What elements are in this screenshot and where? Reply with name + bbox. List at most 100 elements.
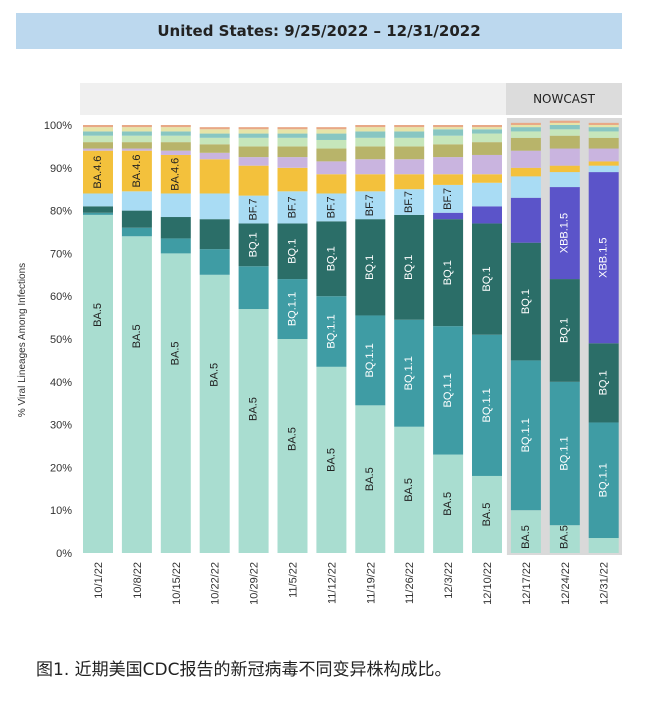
bar-segment — [160, 131, 191, 136]
bar-segment — [433, 127, 464, 130]
bar-label: BA.5 — [559, 525, 571, 549]
bar-segment — [277, 157, 308, 168]
stacked-bar-chart: 0%10%20%30%40%50%60%70%80%90%100% BA.5BA… — [17, 118, 622, 605]
bar-label: XBB.1.5 — [598, 238, 610, 278]
bar-label: BQ.1 — [481, 267, 493, 292]
bar-label: BQ.1.1 — [520, 418, 532, 452]
bar-segment — [199, 137, 230, 145]
bar-segment — [588, 172, 619, 344]
x-tick-label: 12/3/22 — [443, 562, 455, 599]
bar-segment — [588, 122, 619, 125]
bar-label: BF.7 — [286, 196, 298, 218]
bar-segment — [160, 142, 191, 151]
x-tick-label: 10/22/22 — [210, 562, 222, 605]
bar-segment — [472, 174, 502, 183]
y-tick-label: 10% — [50, 505, 72, 517]
y-tick-label: 30% — [50, 420, 72, 432]
bar-segment — [121, 236, 152, 553]
bar-segment — [83, 148, 113, 151]
bar-label: BQ.1.1 — [559, 436, 571, 470]
bar-segment — [588, 343, 619, 423]
bar-segment — [199, 219, 230, 250]
bar-segment — [355, 159, 386, 175]
bar-labels: BA.5 BA.4.6 BA.5 BA.4.6 BA.5 BA.4.6 BA.5 BA.5 BQ… — [92, 154, 610, 548]
bar-segment — [277, 133, 308, 138]
bar-segment — [199, 274, 230, 553]
bar-segment — [316, 296, 347, 367]
bar-label: BQ.1.1 — [286, 292, 298, 326]
bar-segment — [199, 127, 230, 130]
bar-label: BA.5 — [209, 363, 221, 387]
bar-label: BA.5 — [403, 478, 415, 502]
bar-segment — [83, 214, 113, 553]
y-tick-label: 90% — [50, 163, 72, 175]
x-tick-label: 11/12/22 — [326, 562, 338, 604]
bar-segment — [510, 167, 541, 177]
bar-segment — [160, 238, 191, 254]
bar-label: BA.4.6 — [131, 154, 143, 187]
bar-segment — [121, 135, 152, 143]
bar-segment — [394, 214, 425, 320]
bar-segment — [549, 279, 580, 382]
x-tick-label: 12/31/22 — [599, 562, 611, 605]
bar-segment — [588, 148, 619, 162]
bar-segment — [510, 150, 541, 168]
bar-segment — [316, 193, 347, 222]
bar-label: BF.7 — [364, 194, 376, 216]
bar-label: BA.5 — [481, 503, 493, 527]
bar-segment — [199, 193, 230, 220]
chart-title: United States: 9/25/2022 – 12/31/2022 — [16, 13, 622, 49]
x-tick-label: 10/29/22 — [249, 562, 261, 605]
bar-segment — [355, 131, 386, 138]
bar-segment — [549, 148, 580, 166]
x-axis-ticks: 10/1/22 10/8/22 10/15/22 10/22/22 10/29/22 11… — [93, 562, 611, 605]
x-tick-label: 12/24/22 — [560, 562, 572, 605]
bar-segment — [510, 360, 541, 511]
bar-segment — [316, 148, 347, 162]
bar-segment — [277, 127, 308, 130]
y-tick-label: 0% — [56, 548, 72, 560]
bar-segment — [549, 125, 580, 130]
bar-label: BQ.1 — [248, 232, 260, 257]
bar-segment — [472, 223, 502, 335]
bar-segment — [355, 146, 386, 160]
bar-segment — [160, 127, 191, 132]
bar-segment — [433, 129, 464, 136]
bar-segment — [83, 131, 113, 136]
bar-label: BQ.1.1 — [442, 373, 454, 407]
bar-segment — [355, 125, 386, 128]
bar-segment — [433, 326, 464, 455]
bar-segment — [355, 127, 386, 132]
bar-segment — [277, 223, 308, 280]
bar-segment — [238, 309, 269, 553]
bar-segment — [588, 165, 619, 173]
bar-segment — [83, 142, 113, 149]
y-tick-label: 50% — [50, 334, 72, 346]
bar-segment — [549, 165, 580, 173]
bar-segment — [121, 127, 152, 132]
bar-segment — [199, 159, 230, 194]
bar-segment — [199, 129, 230, 134]
bar-label: BQ.1 — [559, 318, 571, 343]
bar-segment — [238, 266, 269, 310]
bar-segment — [355, 191, 386, 220]
bar-segment — [355, 219, 386, 316]
bar-segment — [160, 150, 191, 155]
bar-segment — [121, 131, 152, 136]
bar-segment — [316, 139, 347, 149]
bar-segment — [277, 137, 308, 147]
bar-segment — [83, 127, 113, 132]
bar-label: BA.5 — [92, 303, 104, 327]
bar-segment — [83, 212, 113, 215]
bar-label: BQ.1 — [403, 255, 415, 280]
x-tick-label: 12/17/22 — [521, 562, 533, 605]
bar-segment — [238, 165, 269, 196]
bar-segment — [121, 210, 152, 228]
bar-segment — [83, 206, 113, 213]
y-tick-label: 20% — [50, 462, 72, 474]
bar-segment — [549, 172, 580, 188]
bar-segment — [472, 206, 502, 224]
bar-segment — [394, 319, 425, 427]
x-tick-label: 10/15/22 — [171, 562, 183, 605]
bar-segment — [83, 193, 113, 207]
